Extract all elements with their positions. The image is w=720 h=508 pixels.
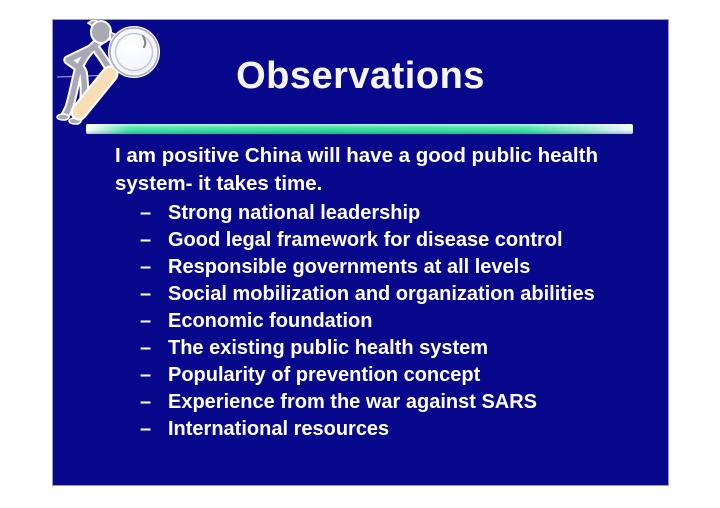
list-item-text: Experience from the war against SARS: [168, 391, 538, 413]
dash-bullet: –: [140, 202, 152, 224]
list-item: – Popularity of prevention concept: [115, 362, 655, 389]
list-item: – Strong national leadership: [115, 200, 655, 227]
list-item: – Responsible governments at all levels: [115, 254, 655, 281]
intro-text: I am positive China will have a good pub…: [115, 142, 655, 198]
slide: Observations I am positive China will ha…: [52, 19, 669, 486]
dash-bullet: –: [140, 283, 152, 305]
list-item-text: Economic foundation: [168, 310, 373, 332]
bullet-list: – Strong national leadership – Good legal …: [115, 200, 655, 443]
list-item-text: The existing public health system: [168, 337, 489, 359]
list-item: – International resources: [115, 416, 655, 443]
dash-bullet: –: [140, 310, 152, 332]
list-item: – The existing public health system: [115, 335, 655, 362]
intro-line-1: I am positive China will have a good pub…: [115, 144, 598, 167]
dash-bullet: –: [140, 337, 152, 359]
list-item-text: Social mobilization and organization abi…: [168, 283, 595, 305]
dash-bullet: –: [140, 256, 152, 278]
list-item-text: Strong national leadership: [168, 202, 421, 224]
magnifier-person-icon: [56, 19, 160, 125]
list-item: – Economic foundation: [115, 308, 655, 335]
list-item-text: Good legal framework for disease control: [168, 229, 563, 251]
dash-bullet: –: [140, 391, 152, 413]
list-item: – Good legal framework for disease contro…: [115, 227, 655, 254]
list-item-text: International resources: [168, 418, 390, 440]
list-item: – Social mobilization and organization ab…: [115, 281, 655, 308]
list-item-text: Responsible governments at all levels: [168, 256, 531, 278]
intro-line-2: system- it takes time.: [115, 172, 323, 195]
dash-bullet: –: [140, 418, 152, 440]
title-underline-rule: [86, 124, 633, 134]
person-with-magnifying-glass-clipart: [55, 19, 160, 138]
list-item-text: Popularity of prevention concept: [168, 364, 481, 386]
dash-bullet: –: [140, 364, 152, 386]
dash-bullet: –: [140, 229, 152, 251]
slide-title: Observations: [236, 55, 485, 97]
list-item: – Experience from the war against SARS: [115, 389, 655, 416]
